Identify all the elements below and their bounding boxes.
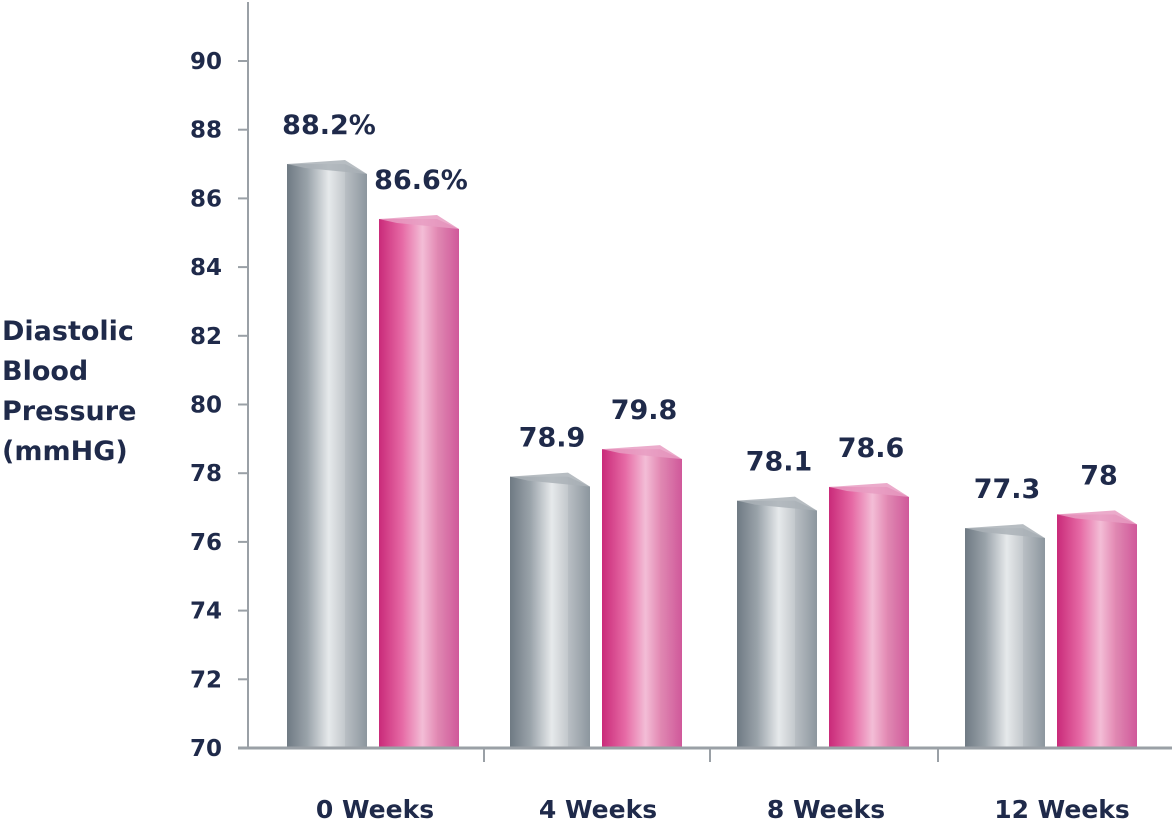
bar-side xyxy=(887,486,909,748)
bar-top xyxy=(965,524,1045,539)
bar-side xyxy=(437,219,459,748)
y-tick-label: 88 xyxy=(190,118,222,144)
bar xyxy=(602,449,660,748)
bar xyxy=(1057,514,1115,748)
y-tick-label: 80 xyxy=(190,393,222,419)
bar-top xyxy=(602,445,682,460)
bar-top xyxy=(737,496,817,511)
data-label: 79.8 xyxy=(611,395,678,426)
data-label: 78.6 xyxy=(838,433,905,464)
bar xyxy=(287,164,345,749)
bar xyxy=(829,486,887,748)
data-label: 86.6% xyxy=(374,165,468,196)
y-tick-label: 82 xyxy=(190,324,222,350)
bar-top xyxy=(829,482,909,497)
bars xyxy=(287,160,1137,749)
y-tick-label: 84 xyxy=(190,255,222,281)
y-tick-label: 78 xyxy=(190,461,222,487)
data-label: 77.3 xyxy=(974,474,1041,505)
y-axis-label-line: Diastolic xyxy=(2,316,134,347)
x-category-label: 0 Weeks xyxy=(316,795,434,824)
data-labels: 88.2% 78.9 78.1 77.3 86.6% 79.8 78.6 78 xyxy=(282,110,1118,505)
y-tick-label: 74 xyxy=(190,599,222,625)
y-axis-label-line: (mmHG) xyxy=(2,436,128,467)
data-label: 78.9 xyxy=(519,423,586,454)
bar xyxy=(965,528,1023,748)
bar-top xyxy=(510,472,590,487)
bar-side xyxy=(568,476,590,748)
x-category-label: 12 Weeks xyxy=(994,795,1130,824)
bar-top xyxy=(379,215,459,230)
data-label: 88.2% xyxy=(282,110,376,141)
y-tick-label: 76 xyxy=(190,530,222,556)
x-category-label: 4 Weeks xyxy=(539,795,657,824)
y-axis-ticks: 70 72 74 76 78 80 82 84 86 88 90 xyxy=(190,49,248,762)
bar-top xyxy=(1057,510,1137,525)
data-label: 78.1 xyxy=(746,447,813,478)
y-axis-label-line: Pressure xyxy=(2,396,136,427)
data-label: 78 xyxy=(1080,460,1118,491)
y-tick-label: 72 xyxy=(190,667,222,693)
y-tick-label: 86 xyxy=(190,186,222,212)
bar xyxy=(379,219,437,748)
y-axis-label-line: Blood xyxy=(2,356,88,387)
y-tick-label: 90 xyxy=(190,49,222,75)
bar-top xyxy=(287,160,367,175)
bar-side xyxy=(345,164,367,749)
y-axis-label: Diastolic Blood Pressure (mmHG) xyxy=(2,316,136,467)
bar-side xyxy=(795,500,817,748)
y-tick-label: 70 xyxy=(190,736,222,762)
axes xyxy=(238,2,1172,762)
bar-side xyxy=(1023,528,1045,748)
bar-side xyxy=(660,449,682,748)
category-labels: 0 Weeks 4 Weeks 8 Weeks 12 Weeks xyxy=(316,795,1130,824)
bar-side xyxy=(1115,514,1137,748)
bar xyxy=(737,500,795,748)
x-category-label: 8 Weeks xyxy=(767,795,885,824)
bar xyxy=(510,476,568,748)
